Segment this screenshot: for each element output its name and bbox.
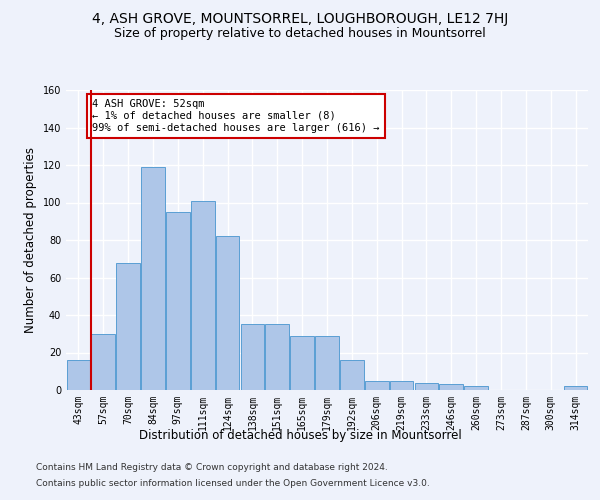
- Text: 4, ASH GROVE, MOUNTSORREL, LOUGHBOROUGH, LE12 7HJ: 4, ASH GROVE, MOUNTSORREL, LOUGHBOROUGH,…: [92, 12, 508, 26]
- Bar: [216, 236, 239, 390]
- Bar: [390, 380, 413, 390]
- Y-axis label: Number of detached properties: Number of detached properties: [24, 147, 37, 333]
- Bar: [67, 360, 90, 390]
- Bar: [241, 324, 264, 390]
- Text: Size of property relative to detached houses in Mountsorrel: Size of property relative to detached ho…: [114, 28, 486, 40]
- Bar: [365, 380, 389, 390]
- Bar: [265, 324, 289, 390]
- Text: Distribution of detached houses by size in Mountsorrel: Distribution of detached houses by size …: [139, 428, 461, 442]
- Text: Contains public sector information licensed under the Open Government Licence v3: Contains public sector information licen…: [36, 478, 430, 488]
- Bar: [315, 336, 339, 390]
- Bar: [166, 212, 190, 390]
- Bar: [464, 386, 488, 390]
- Bar: [439, 384, 463, 390]
- Bar: [564, 386, 587, 390]
- Bar: [116, 262, 140, 390]
- Bar: [191, 200, 215, 390]
- Bar: [91, 334, 115, 390]
- Text: Contains HM Land Registry data © Crown copyright and database right 2024.: Contains HM Land Registry data © Crown c…: [36, 464, 388, 472]
- Bar: [290, 336, 314, 390]
- Text: 4 ASH GROVE: 52sqm
← 1% of detached houses are smaller (8)
99% of semi-detached : 4 ASH GROVE: 52sqm ← 1% of detached hous…: [92, 100, 380, 132]
- Bar: [415, 382, 438, 390]
- Bar: [340, 360, 364, 390]
- Bar: [141, 167, 165, 390]
